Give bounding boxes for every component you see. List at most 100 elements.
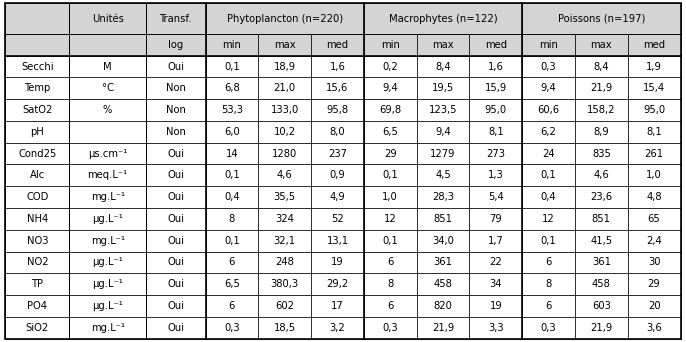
Bar [259,99,311,121]
Text: Unités: Unités [92,14,123,24]
Text: M: M [104,62,112,71]
Bar [469,143,522,165]
Bar [522,56,575,77]
Text: 0,2: 0,2 [382,62,398,71]
Text: SiO2: SiO2 [26,323,49,333]
Text: 0,3: 0,3 [541,62,556,71]
Text: min: min [539,40,558,50]
Text: 9,4: 9,4 [382,83,398,93]
Text: 14: 14 [226,148,238,159]
Bar [364,251,416,273]
Bar [5,56,69,77]
Bar [364,3,522,34]
Bar [364,56,416,77]
Bar [311,34,364,56]
Bar [469,99,522,121]
Text: 6: 6 [387,258,394,267]
Bar [146,230,206,251]
Bar [416,99,469,121]
Bar [259,186,311,208]
Bar [5,251,69,273]
Text: 35,5: 35,5 [274,192,296,202]
Text: 0,3: 0,3 [541,323,556,333]
Text: 12: 12 [542,214,555,224]
Text: 29: 29 [384,148,397,159]
Text: mg.L⁻¹: mg.L⁻¹ [91,323,125,333]
Bar [364,77,416,99]
Text: meq.L⁻¹: meq.L⁻¹ [88,170,128,180]
Bar [575,208,628,230]
Bar [206,34,259,56]
Bar [416,208,469,230]
Text: μg.L⁻¹: μg.L⁻¹ [92,214,123,224]
Text: 21,9: 21,9 [590,83,613,93]
Text: NO2: NO2 [27,258,48,267]
Text: 15,6: 15,6 [327,83,348,93]
Bar [311,251,364,273]
Text: 4,8: 4,8 [646,192,662,202]
Text: med: med [485,40,507,50]
Text: 1,0: 1,0 [646,170,662,180]
Bar [206,251,259,273]
Text: Oui: Oui [167,148,185,159]
Text: 0,1: 0,1 [541,170,556,180]
Bar [628,251,681,273]
Text: 19: 19 [489,301,502,311]
Text: 1,6: 1,6 [329,62,346,71]
Bar [69,295,146,317]
Text: 9,4: 9,4 [435,127,451,137]
Bar [575,77,628,99]
Bar [416,165,469,186]
Bar [522,3,681,34]
Text: 261: 261 [645,148,663,159]
Bar [69,165,146,186]
Bar [522,121,575,143]
Text: Oui: Oui [167,192,185,202]
Text: 361: 361 [592,258,611,267]
Text: 0,1: 0,1 [224,170,240,180]
Text: 8,1: 8,1 [488,127,504,137]
Text: 851: 851 [592,214,611,224]
Text: 820: 820 [434,301,453,311]
Text: Oui: Oui [167,279,185,289]
Text: 4,6: 4,6 [593,170,609,180]
Text: 12: 12 [384,214,397,224]
Bar [469,34,522,56]
Bar [628,208,681,230]
Bar [364,230,416,251]
Bar [575,230,628,251]
Bar [5,230,69,251]
Bar [311,186,364,208]
Bar [206,121,259,143]
Text: SatO2: SatO2 [22,105,53,115]
Bar [146,34,206,56]
Bar [469,165,522,186]
Text: TP: TP [32,279,43,289]
Text: 17: 17 [331,301,344,311]
Bar [469,208,522,230]
Text: 95,0: 95,0 [485,105,507,115]
Text: 458: 458 [434,279,453,289]
Text: max: max [432,40,454,50]
Bar [206,3,364,34]
Bar [146,273,206,295]
Text: Transf.: Transf. [159,14,192,24]
Text: 3,6: 3,6 [646,323,662,333]
Bar [469,230,522,251]
Bar [5,165,69,186]
Text: 9,4: 9,4 [541,83,556,93]
Bar [522,34,575,56]
Bar [522,165,575,186]
Bar [628,34,681,56]
Text: 1,7: 1,7 [488,236,504,246]
Text: 69,8: 69,8 [379,105,401,115]
Text: med: med [643,40,665,50]
Bar [5,317,69,339]
Text: 1,3: 1,3 [488,170,504,180]
Bar [311,165,364,186]
Bar [69,186,146,208]
Bar [416,77,469,99]
Text: 29: 29 [648,279,661,289]
Text: 8,4: 8,4 [435,62,451,71]
Bar [628,317,681,339]
